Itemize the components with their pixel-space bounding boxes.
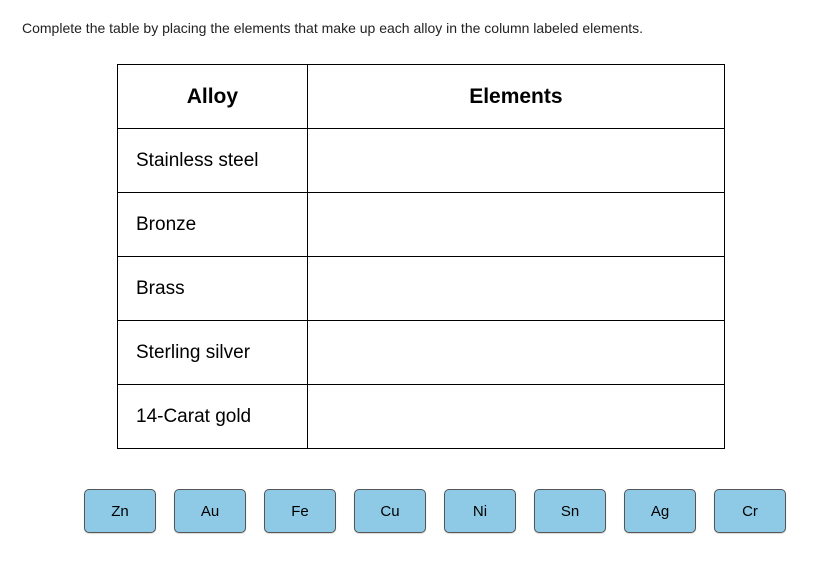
element-tile-fe[interactable]: Fe — [264, 489, 336, 533]
table-row: Sterling silver — [118, 321, 725, 385]
alloy-table: Alloy Elements Stainless steel Bronze Br… — [117, 64, 725, 449]
alloy-cell-stainless-steel: Stainless steel — [118, 129, 308, 193]
alloy-cell-brass: Brass — [118, 257, 308, 321]
alloy-table-wrap: Alloy Elements Stainless steel Bronze Br… — [117, 64, 811, 449]
instruction-text: Complete the table by placing the elemen… — [22, 20, 811, 36]
element-tile-cr[interactable]: Cr — [714, 489, 786, 533]
element-tile-cu[interactable]: Cu — [354, 489, 426, 533]
alloy-cell-bronze: Bronze — [118, 193, 308, 257]
element-tile-ag[interactable]: Ag — [624, 489, 696, 533]
table-row: Stainless steel — [118, 129, 725, 193]
table-row: 14-Carat gold — [118, 385, 725, 449]
drop-cell-brass[interactable] — [307, 257, 724, 321]
element-tile-au[interactable]: Au — [174, 489, 246, 533]
table-row: Bronze — [118, 193, 725, 257]
drop-cell-stainless-steel[interactable] — [307, 129, 724, 193]
element-tile-row: Zn Au Fe Cu Ni Sn Ag Cr — [84, 489, 811, 533]
header-alloy: Alloy — [118, 65, 308, 129]
element-tile-zn[interactable]: Zn — [84, 489, 156, 533]
table-row: Brass — [118, 257, 725, 321]
alloy-cell-sterling-silver: Sterling silver — [118, 321, 308, 385]
drop-cell-14-carat-gold[interactable] — [307, 385, 724, 449]
element-tile-ni[interactable]: Ni — [444, 489, 516, 533]
alloy-cell-14-carat-gold: 14-Carat gold — [118, 385, 308, 449]
element-tile-sn[interactable]: Sn — [534, 489, 606, 533]
header-elements: Elements — [307, 65, 724, 129]
drop-cell-bronze[interactable] — [307, 193, 724, 257]
drop-cell-sterling-silver[interactable] — [307, 321, 724, 385]
